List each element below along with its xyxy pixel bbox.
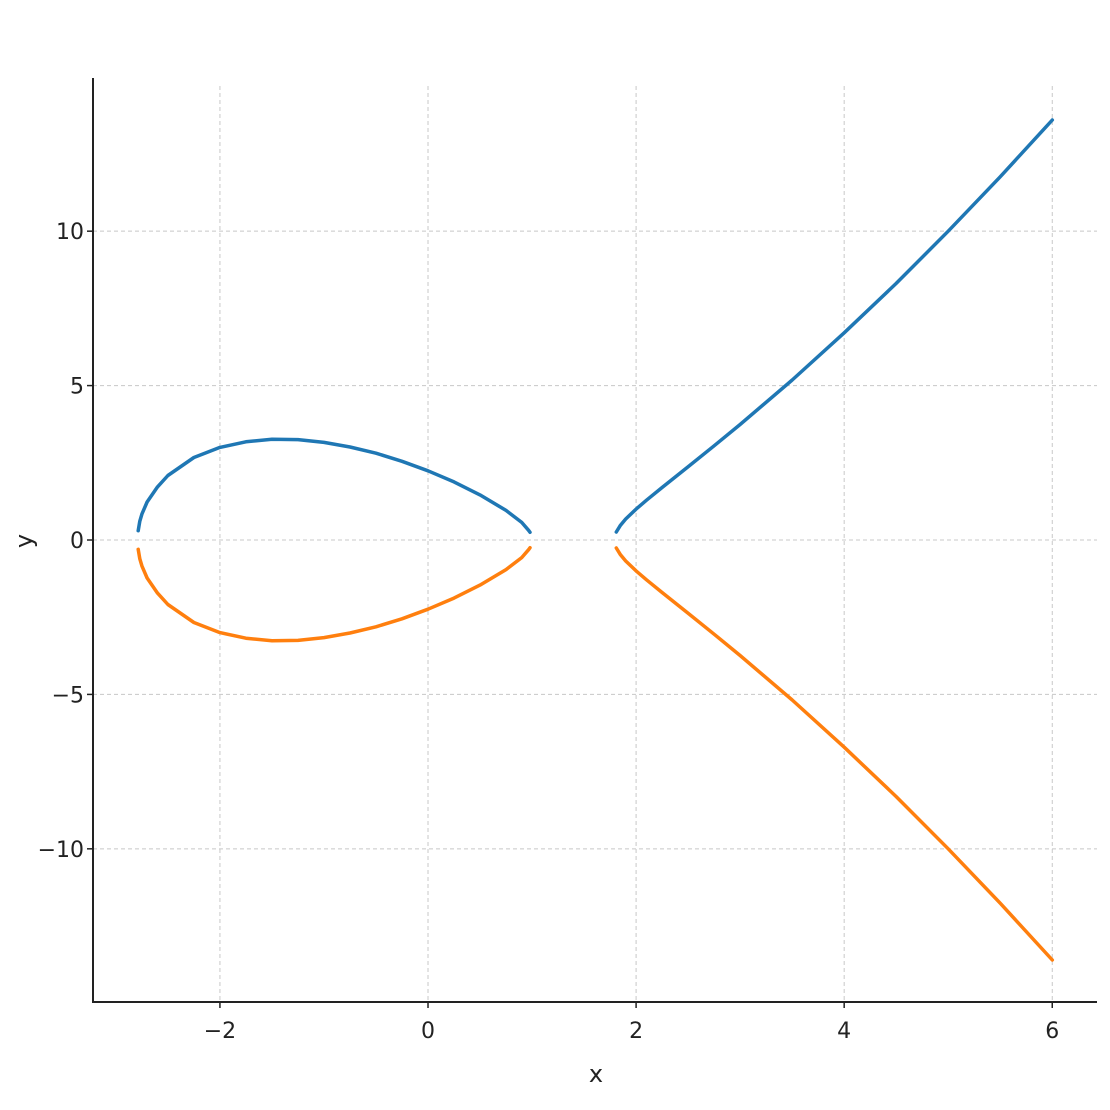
series-lines	[136, 118, 1055, 962]
series-0-segment-0	[136, 437, 532, 535]
y-tick-label: −10	[38, 838, 84, 863]
y-tick-label: 5	[70, 375, 84, 400]
x-tick-label: 2	[629, 1019, 643, 1044]
series-0-segment-1	[614, 118, 1055, 534]
ticks: −2 0 2 4 6 −10 −5 0 5 10	[38, 220, 1060, 1044]
x-tick-label: 4	[837, 1019, 851, 1044]
x-tick-label: 0	[421, 1019, 435, 1044]
y-tick-label: 10	[56, 220, 84, 245]
y-axis-label: y	[10, 534, 38, 548]
grid	[93, 86, 1097, 1002]
x-tick-label: −2	[204, 1019, 236, 1044]
y-tick-label: −5	[52, 683, 84, 708]
y-tick-label: 0	[70, 529, 84, 554]
x-tick-label: 6	[1045, 1019, 1059, 1044]
x-axis-label: x	[589, 1060, 603, 1088]
series-1-segment-0	[136, 545, 532, 643]
series-1-segment-1	[614, 546, 1055, 962]
